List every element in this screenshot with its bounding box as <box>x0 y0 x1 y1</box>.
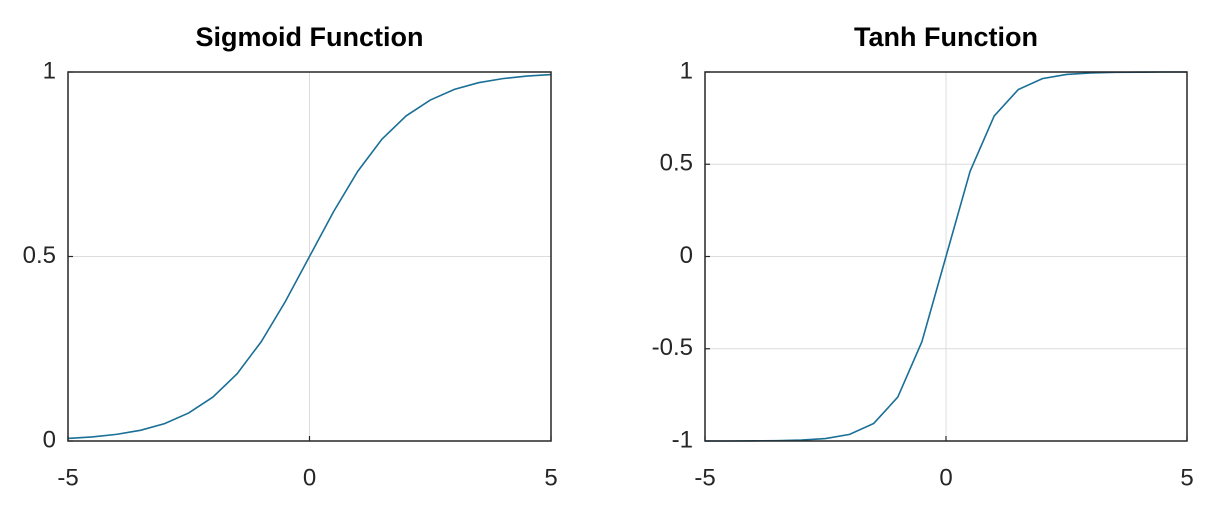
x-tick-label: 5 <box>544 464 557 491</box>
x-tick-label: 0 <box>939 464 952 491</box>
x-tick-label: -5 <box>57 464 78 491</box>
x-tick-label: 5 <box>1180 464 1193 491</box>
y-tick-label: 1 <box>680 57 693 84</box>
y-tick-label: 0.5 <box>23 242 56 269</box>
y-tick-label: 0.5 <box>660 150 693 177</box>
x-tick-label: -5 <box>694 464 715 491</box>
line <box>67 73 552 440</box>
y-tick-label: -0.5 <box>652 334 693 361</box>
axes-frame <box>704 71 1188 442</box>
y-tick-label: 0 <box>43 426 56 453</box>
axes-frame <box>67 71 552 442</box>
x-tick-label: 0 <box>303 464 316 491</box>
y-tick-label: 0 <box>680 242 693 269</box>
chart-title: Tanh Function <box>854 22 1038 52</box>
y-tick-label: -1 <box>672 426 693 453</box>
y-tick-label: 1 <box>43 57 56 84</box>
chart-title: Sigmoid Function <box>196 22 424 52</box>
